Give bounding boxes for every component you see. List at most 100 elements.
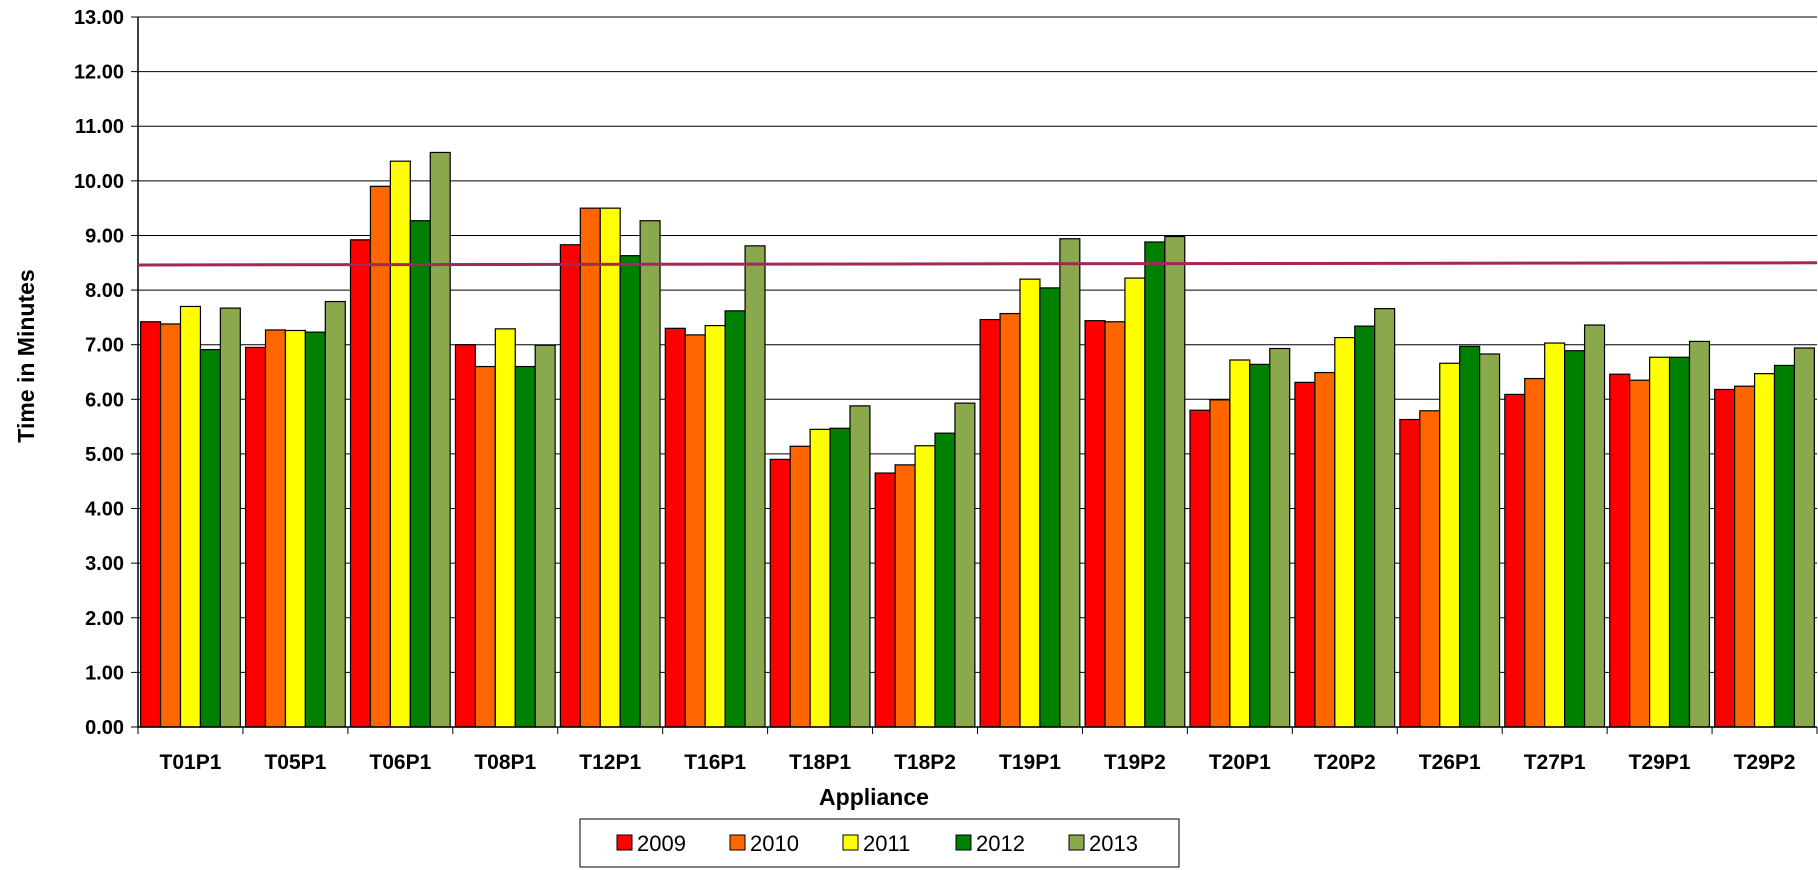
bar-2011-T19P2	[1124, 277, 1146, 728]
bar-2011-T26P1	[1439, 362, 1461, 728]
bar-2009-T05P1	[244, 346, 267, 728]
bar-2013-T12P1	[639, 220, 661, 728]
bar-2011-T05P1	[284, 329, 306, 728]
bar-2010-T27P1	[1524, 377, 1546, 728]
y-tick-label: 8.00	[85, 280, 124, 302]
legend-swatch-2012	[955, 834, 972, 851]
bar-2012-T18P1	[829, 427, 851, 728]
legend-label: 2010	[750, 831, 799, 856]
bar-2012-T29P2	[1773, 364, 1796, 728]
bar-2012-T08P1	[514, 365, 536, 728]
bar-2010-T01P1	[159, 323, 182, 728]
bar-2012-T27P1	[1564, 350, 1586, 728]
bar-2010-T05P1	[264, 329, 287, 728]
legend-label: 2011	[863, 831, 910, 856]
bar-2013-T19P2	[1164, 235, 1186, 728]
bar-2009-T29P2	[1714, 388, 1736, 728]
y-tick-labels: 0.00 1.00 2.00 3.00 4.00 5.00 6.00 7.00 8.00 9.00…	[74, 7, 124, 739]
bar-2013-T19P1	[1059, 238, 1081, 728]
y-tick-label: 2.00	[85, 608, 124, 630]
bar-2013-T27P1	[1583, 324, 1606, 728]
x-axis-label: Appliance	[819, 784, 929, 810]
x-tick-label: T18P1	[789, 751, 851, 774]
y-tick-label: 3.00	[85, 553, 124, 575]
x-tick-label: T12P1	[579, 751, 641, 774]
bar-2010-T20P2	[1314, 371, 1336, 728]
bar-2009-T29P1	[1609, 373, 1631, 728]
x-tick-label: T19P1	[999, 751, 1061, 774]
x-tick-label: T29P1	[1629, 751, 1691, 774]
bar-2010-T19P1	[999, 312, 1021, 728]
bar-2012-T20P1	[1249, 363, 1271, 728]
y-tick-label: 1.00	[85, 662, 124, 684]
bar-2012-T06P1	[409, 220, 431, 728]
bar-2011-T29P2	[1753, 373, 1776, 728]
x-tick-label: T19P2	[1104, 751, 1166, 774]
bar-2009-T06P1	[349, 239, 372, 728]
bar-2012-T19P1	[1039, 287, 1061, 728]
bar-2013-T06P1	[429, 151, 451, 728]
bar-2013-T18P1	[849, 405, 871, 728]
bar-2009-T16P1	[664, 327, 686, 728]
bar-2013-T18P2	[954, 402, 976, 728]
x-tick-label: T18P2	[894, 751, 956, 774]
y-tick-label: 11.00	[75, 116, 124, 138]
x-tick-label: T08P1	[474, 751, 536, 774]
bar-2009-T20P1	[1189, 409, 1211, 728]
bar-2010-T08P1	[474, 365, 496, 728]
bar-2010-T29P2	[1734, 385, 1756, 728]
bar-2010-T29P1	[1629, 379, 1651, 728]
bar-2010-T16P1	[684, 334, 706, 728]
legend-swatch-2011	[842, 834, 859, 851]
x-tick-label: T27P1	[1524, 751, 1586, 774]
legend-swatch-2013	[1068, 834, 1085, 851]
x-tick-label: T29P2	[1734, 751, 1796, 774]
bar-2013-T16P1	[744, 245, 766, 728]
reference-line	[137, 261, 1818, 267]
bar-2009-T12P1	[559, 244, 581, 728]
bar-2012-T18P2	[934, 432, 956, 728]
bar-2010-T12P1	[579, 207, 601, 728]
bar-2011-T01P1	[179, 305, 202, 728]
bar-2010-T06P1	[369, 185, 391, 728]
bar-2009-T26P1	[1399, 418, 1421, 728]
y-axis-label: Time in Minutes	[13, 269, 39, 442]
bar-2009-T18P2	[874, 472, 896, 728]
legend: 2009 2010 2011 2012 2013	[579, 818, 1180, 868]
bar-2011-T16P1	[704, 324, 726, 728]
bar-series	[140, 151, 1815, 728]
y-tick-label: 0.00	[85, 717, 124, 739]
bar-2009-T08P1	[454, 344, 476, 728]
bar-2009-T20P2	[1294, 381, 1316, 728]
y-tick-label: 4.00	[85, 499, 124, 521]
x-tick-label: T26P1	[1419, 751, 1481, 774]
bar-2013-T26P1	[1479, 353, 1501, 728]
x-tick-label: T06P1	[369, 751, 431, 774]
bar-2011-T29P1	[1649, 356, 1671, 728]
bar-2013-T29P2	[1793, 347, 1815, 728]
bar-2010-T18P2	[894, 464, 916, 728]
bar-2009-T18P1	[769, 458, 791, 728]
legend-swatch-2010	[729, 834, 746, 851]
x-tick-label: T20P2	[1314, 751, 1376, 774]
bar-2013-T05P1	[324, 300, 346, 728]
bar-2012-T12P1	[619, 255, 641, 728]
bar-2011-T18P2	[914, 445, 936, 728]
x-tick-label: T20P1	[1209, 751, 1271, 774]
bar-2012-T20P2	[1354, 325, 1376, 728]
bar-2012-T19P2	[1144, 241, 1166, 728]
bar-2011-T20P1	[1229, 359, 1251, 728]
y-tick-label: 10.00	[74, 171, 124, 193]
bar-2011-T19P1	[1019, 278, 1041, 728]
bar-2012-T01P1	[199, 349, 221, 728]
bar-2011-T18P1	[809, 428, 831, 728]
bar-2013-T08P1	[534, 344, 556, 728]
legend-label: 2009	[637, 831, 686, 856]
axes	[131, 16, 1818, 734]
bar-2010-T19P2	[1104, 321, 1126, 728]
x-tick-labels: T01P1 T05P1 T06P1 T08P1 T12P1 T16P1 T18P1 T18P2…	[160, 751, 1796, 774]
y-tick-label: 13.00	[74, 7, 124, 29]
bar-2009-T19P2	[1084, 320, 1106, 728]
y-tick-label: 7.00	[85, 335, 124, 357]
